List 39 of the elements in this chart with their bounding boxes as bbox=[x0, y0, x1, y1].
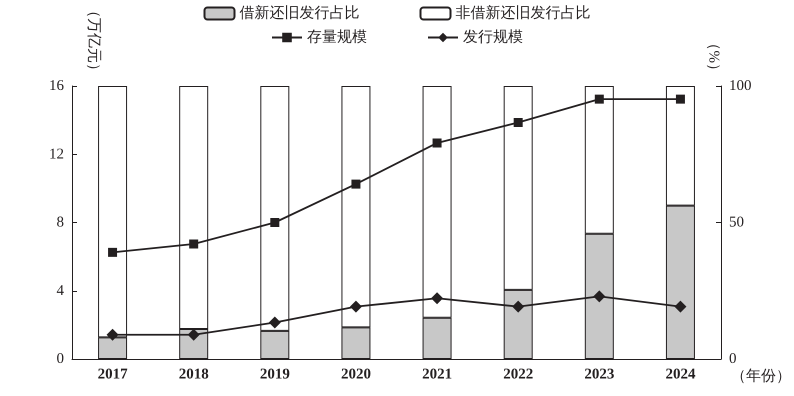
point bbox=[270, 218, 280, 227]
y2-tick-label: 0 bbox=[729, 351, 736, 367]
point bbox=[188, 328, 200, 341]
x-tick-label: 2018 bbox=[178, 366, 209, 382]
x-tick-label: 2022 bbox=[503, 366, 534, 382]
x-tick-label: 2024 bbox=[665, 366, 696, 382]
point bbox=[106, 328, 119, 341]
legend-label: 存量规模 bbox=[307, 28, 367, 46]
y-tick-label: 16 bbox=[49, 78, 64, 94]
point bbox=[268, 316, 281, 328]
point bbox=[593, 290, 606, 302]
y2-tick-label: 100 bbox=[729, 78, 752, 94]
x-tick-label: 2019 bbox=[260, 366, 290, 382]
point bbox=[189, 240, 198, 248]
y-tick-label: 8 bbox=[56, 214, 64, 230]
point bbox=[594, 94, 604, 104]
y-tick-label: 12 bbox=[49, 146, 64, 162]
legend-label: 借新还旧发行占比 bbox=[240, 4, 360, 22]
point bbox=[432, 138, 442, 148]
y-axis-title: （万亿元） bbox=[86, 3, 102, 78]
x-tick-label: 2020 bbox=[340, 366, 371, 382]
x-tick-label: 2021 bbox=[422, 366, 452, 382]
point bbox=[431, 292, 444, 304]
legend-label: 发行规模 bbox=[463, 28, 523, 46]
x-tick-label: 2023 bbox=[584, 366, 614, 382]
y2-axis-title: （%） bbox=[706, 36, 722, 78]
point bbox=[108, 248, 118, 257]
point bbox=[676, 94, 685, 104]
point bbox=[350, 300, 362, 313]
point bbox=[512, 300, 524, 313]
y-tick-label: 0 bbox=[56, 351, 64, 367]
point bbox=[514, 118, 523, 128]
legend-label: 非借新还旧发行占比 bbox=[456, 4, 590, 22]
point bbox=[674, 300, 686, 313]
y-tick-label: 4 bbox=[56, 282, 64, 299]
y2-tick-label: 50 bbox=[729, 214, 744, 230]
x-axis-title: （年份） bbox=[731, 368, 791, 384]
point bbox=[351, 180, 360, 189]
x-tick-label: 2017 bbox=[98, 366, 128, 382]
